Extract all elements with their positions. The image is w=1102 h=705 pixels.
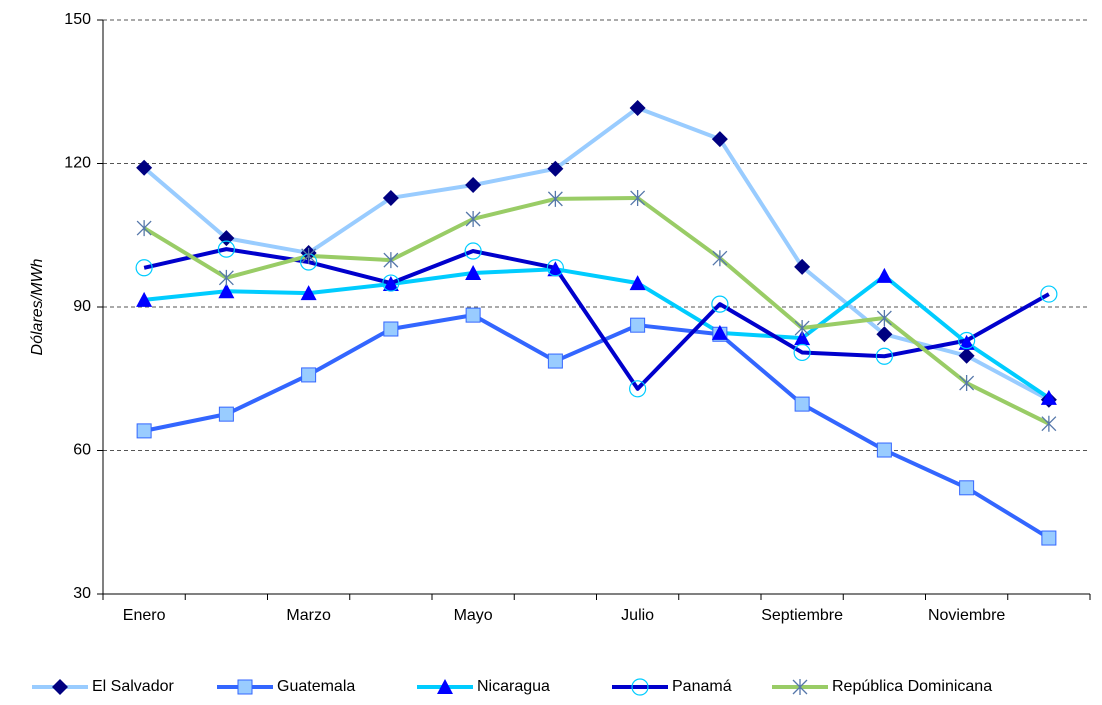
marker	[958, 347, 975, 364]
marker	[958, 331, 976, 350]
marker	[793, 343, 811, 362]
marker	[382, 276, 399, 292]
marker	[237, 679, 253, 695]
x-tick-label: Noviembre	[928, 607, 1005, 624]
marker	[630, 317, 646, 333]
legend-label: Nicaragua	[477, 678, 550, 695]
series-line	[143, 195, 1050, 426]
marker	[794, 396, 810, 412]
marker	[876, 310, 892, 327]
marker	[382, 274, 400, 292]
x-tick-label: Enero	[123, 607, 166, 624]
x-tick-label: Mayo	[454, 607, 493, 624]
legend-item: República Dominicana	[772, 678, 992, 695]
marker	[136, 423, 152, 439]
y-tick-label: 150	[64, 11, 91, 28]
series-line	[143, 247, 1050, 391]
marker	[52, 679, 68, 695]
marker	[465, 265, 482, 281]
marker	[465, 177, 482, 194]
marker	[437, 679, 453, 694]
x-tick-label: Julio	[621, 607, 654, 624]
marker	[792, 679, 808, 695]
x-tick-label: Marzo	[286, 607, 331, 624]
legend-label: Panamá	[672, 678, 732, 695]
y-tick-label: 120	[64, 155, 91, 172]
legend-item: Guatemala	[217, 678, 355, 695]
series-line	[143, 267, 1050, 400]
marker	[631, 678, 649, 696]
marker	[711, 131, 728, 148]
marker	[1041, 530, 1057, 546]
legend-item: Nicaragua	[417, 678, 550, 695]
marker	[1041, 415, 1057, 432]
y-tick-label: 30	[73, 585, 91, 602]
marker	[464, 242, 482, 260]
marker	[465, 210, 481, 227]
marker	[136, 159, 153, 176]
marker	[547, 353, 563, 369]
legend-label: El Salvador	[92, 678, 174, 695]
legend-label: República Dominicana	[832, 678, 992, 695]
marker	[135, 259, 153, 277]
legend-item: El Salvador	[32, 678, 174, 695]
marker	[794, 320, 810, 337]
marker	[217, 240, 235, 258]
marker	[959, 480, 975, 496]
y-axis-label: Dólares/MWh	[29, 258, 46, 355]
marker	[547, 190, 563, 207]
marker	[218, 406, 234, 422]
marker	[547, 261, 564, 277]
marker	[301, 367, 317, 383]
marker	[218, 283, 235, 299]
marker	[794, 258, 811, 275]
marker	[218, 269, 234, 286]
marker	[959, 375, 975, 392]
legend-label: Guatemala	[277, 678, 355, 695]
y-tick-label: 60	[73, 442, 91, 459]
marker	[630, 189, 646, 206]
marker	[383, 321, 399, 337]
marker	[465, 307, 481, 323]
series-line	[142, 106, 1050, 402]
marker	[383, 252, 399, 269]
marker	[301, 247, 317, 264]
marker	[875, 347, 893, 365]
marker	[136, 291, 153, 307]
marker	[136, 220, 152, 237]
marker	[711, 295, 729, 313]
marker	[1040, 389, 1057, 405]
marker	[629, 275, 646, 291]
marker	[300, 285, 317, 301]
marker	[629, 380, 647, 398]
marker	[876, 326, 893, 343]
marker	[958, 334, 975, 350]
marker	[712, 250, 728, 267]
marker	[794, 330, 811, 346]
marker	[547, 160, 564, 177]
y-tick-label: 90	[73, 298, 91, 315]
x-tick-label: Septiembre	[761, 607, 843, 624]
marker	[876, 442, 892, 458]
marker	[1040, 285, 1058, 303]
marker	[876, 267, 893, 283]
marker	[382, 189, 399, 206]
legend-item: Panamá	[612, 678, 732, 696]
marker	[629, 100, 646, 117]
series-line	[143, 313, 1050, 540]
marker	[711, 324, 728, 340]
marker	[546, 259, 564, 277]
